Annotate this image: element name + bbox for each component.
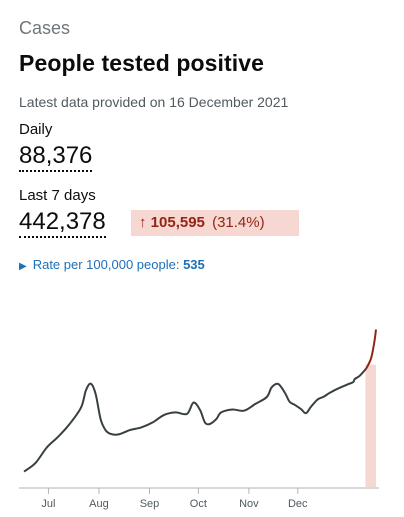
weekly-label: Last 7 days [19,187,96,204]
change-badge: ↑ 105,595 (31.4%) [131,210,299,236]
daily-value[interactable]: 88,376 [19,143,93,172]
updated-date: Latest data provided on 16 December 2021 [19,94,289,110]
cases-chart: Jul Aug Sep Oct Nov Dec [19,329,379,510]
rate-label: Rate per 100,000 people: [32,257,180,272]
x-tick-label: Sep [140,498,160,510]
x-tick-label: Dec [288,498,308,510]
x-tick-label: Jul [41,498,55,510]
rate-value: 535 [183,257,205,272]
triangle-right-icon: ▶ [19,261,27,272]
recent-period-highlight [365,364,376,487]
daily-label: Daily [19,121,53,138]
cases-series-line [23,367,367,473]
arrow-up-icon: ↑ [139,214,147,231]
x-tick-label: Aug [89,498,109,510]
change-percent: (31.4%) [212,214,265,231]
weekly-value[interactable]: 442,378 [19,209,106,238]
change-value: 105,595 [150,214,205,231]
section-label: Cases [19,18,71,38]
x-tick-label: Nov [239,498,259,510]
x-tick-label: Oct [190,498,207,510]
recent-series-line [365,329,377,370]
rate-toggle[interactable]: ▶ Rate per 100,000 people: 535 [19,257,205,272]
page-title: People tested positive [19,50,265,76]
